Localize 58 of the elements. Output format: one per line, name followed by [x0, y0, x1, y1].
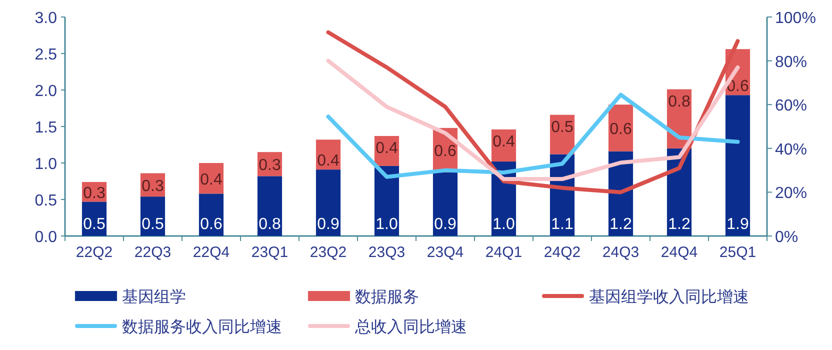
bar	[198, 194, 224, 236]
y2-tick-label: 80%	[775, 54, 808, 71]
x-tick-label: 24Q3	[602, 244, 640, 261]
data-label: 1.1	[551, 216, 574, 233]
data-label: 0.4	[376, 140, 398, 157]
x-tick-label: 22Q4	[192, 244, 230, 261]
y-tick-label: 1.0	[34, 156, 58, 173]
y-tick-label: 1.5	[34, 120, 58, 136]
x-tick-label: 23Q3	[368, 244, 406, 261]
x-tick-label: 24Q4	[660, 244, 698, 261]
x-tick-label: 22Q2	[76, 244, 113, 261]
legend-label: 数据服务收入同比增速	[122, 318, 282, 336]
y2-tick-label: 20%	[775, 185, 808, 202]
data-label: 0.4	[200, 171, 222, 188]
bar	[316, 170, 341, 236]
y-tick-label: 0.5	[34, 192, 58, 210]
x-tick-label: 22Q3	[134, 244, 172, 261]
y-tick-label: 2.0	[34, 83, 58, 100]
data-label: 1.2	[668, 216, 690, 233]
data-label: 0.3	[83, 184, 106, 202]
data-label: 0.5	[551, 118, 574, 136]
data-label: 0.3	[258, 157, 281, 174]
bar	[725, 95, 750, 236]
data-label: 1.2	[610, 216, 632, 233]
data-label: 0.6	[610, 120, 632, 138]
y2-tick-label: 40%	[775, 141, 808, 158]
data-label: 1.9	[726, 216, 749, 233]
y-tick-label: 0.0	[34, 229, 58, 246]
y-tick-label: 2.5	[34, 46, 58, 64]
legend-label: 总收入同比增速	[354, 318, 467, 336]
x-tick-label: 24Q2	[544, 244, 581, 261]
data-label: 1.0	[376, 216, 398, 233]
legend-label: 基因组学	[122, 288, 186, 306]
x-tick-label: 25Q1	[719, 244, 756, 261]
y-tick-label: 3.0	[34, 10, 58, 27]
data-label: 0.4	[317, 152, 340, 170]
x-tick-label: 23Q2	[310, 244, 347, 261]
data-label: 0.6	[200, 216, 222, 233]
data-label: 1.0	[492, 216, 515, 233]
data-label: 0.5	[83, 216, 106, 233]
bar	[432, 172, 458, 236]
y2-tick-label: 0%	[775, 229, 798, 246]
x-tick-label: 23Q4	[426, 244, 464, 261]
y2-tick-label: 100%	[775, 10, 816, 27]
legend-label: 基因组学收入同比增速	[589, 288, 749, 306]
x-tick-label: 23Q1	[251, 244, 288, 261]
data-label: 0.5	[142, 216, 164, 233]
data-label: 0.3	[142, 178, 164, 195]
x-tick-label: 24Q1	[485, 244, 522, 261]
data-label: 0.8	[668, 93, 690, 110]
legend-label: 数据服务	[355, 289, 419, 306]
y2-tick-label: 60%	[775, 98, 808, 115]
data-label: 0.6	[434, 143, 456, 160]
data-label: 0.9	[434, 216, 456, 233]
data-label: 0.8	[258, 216, 281, 233]
data-label: 0.4	[492, 133, 515, 150]
bar	[257, 176, 282, 236]
data-label: 0.9	[317, 216, 340, 233]
